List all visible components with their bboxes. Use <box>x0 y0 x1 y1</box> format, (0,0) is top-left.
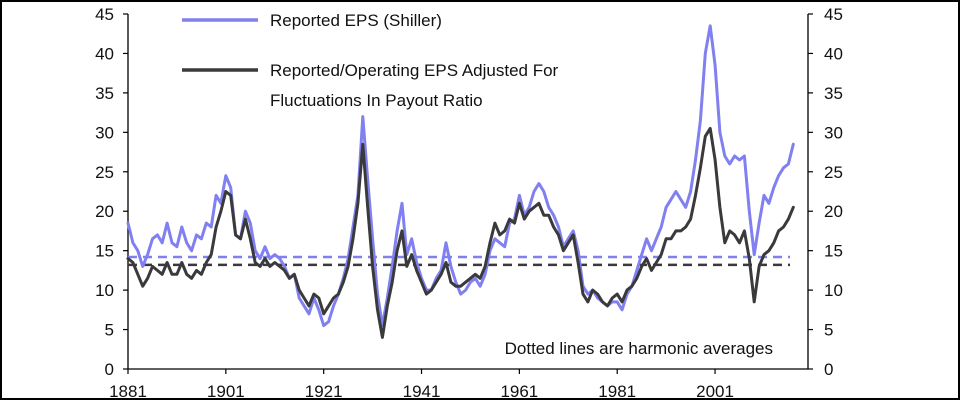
x-tick-label: 1881 <box>109 382 147 400</box>
y-tick-label-right: 30 <box>824 123 843 142</box>
legend: Reported EPS (Shiller) Reported/Operatin… <box>182 11 559 110</box>
y-tick-label-right: 45 <box>824 5 843 24</box>
y-tick-label-left: 40 <box>95 44 114 63</box>
y-tick-label-right: 25 <box>824 163 843 182</box>
y-tick-label-left: 35 <box>95 84 114 103</box>
y-tick-label-left: 5 <box>105 321 114 340</box>
y-tick-label-left: 10 <box>95 281 114 300</box>
legend-label-reported-eps: Reported EPS (Shiller) <box>270 11 442 30</box>
x-axis: 1881 1901 1921 1941 1961 1981 2001 <box>109 369 734 400</box>
y-tick-label-left: 0 <box>105 360 114 379</box>
x-tick-label: 1921 <box>305 382 343 400</box>
x-tick-label: 1901 <box>207 382 245 400</box>
plot-frame <box>127 14 809 370</box>
x-tick-label: 2001 <box>696 382 734 400</box>
harmonic-average-lines <box>128 255 790 267</box>
y-axis-right: 0 5 10 15 20 25 30 35 40 45 <box>808 5 843 379</box>
y-tick-label-right: 40 <box>824 44 843 63</box>
y-tick-label-left: 20 <box>95 202 114 221</box>
annotation-harmonic-averages: Dotted lines are harmonic averages <box>505 339 773 358</box>
y-tick-label-right: 0 <box>824 360 833 379</box>
series-line-adjusted-eps <box>126 126 795 339</box>
legend-label-adjusted-eps-line2: Fluctuations In Payout Ratio <box>270 91 483 110</box>
y-tick-label-right: 10 <box>824 281 843 300</box>
y-tick-label-left: 30 <box>95 123 114 142</box>
legend-label-adjusted-eps-line1: Reported/Operating EPS Adjusted For <box>270 61 559 80</box>
series-lines <box>126 24 795 339</box>
y-tick-label-right: 15 <box>824 242 843 261</box>
y-axis-left: 0 5 10 15 20 25 30 35 40 45 <box>95 5 128 379</box>
y-tick-label-left: 45 <box>95 5 114 24</box>
y-tick-label-left: 15 <box>95 242 114 261</box>
x-tick-label: 1941 <box>403 382 441 400</box>
y-tick-label-right: 35 <box>824 84 843 103</box>
y-tick-label-right: 20 <box>824 202 843 221</box>
y-tick-label-right: 5 <box>824 321 833 340</box>
y-tick-label-left: 25 <box>95 163 114 182</box>
x-tick-label: 1981 <box>598 382 636 400</box>
x-tick-label: 1961 <box>500 382 538 400</box>
